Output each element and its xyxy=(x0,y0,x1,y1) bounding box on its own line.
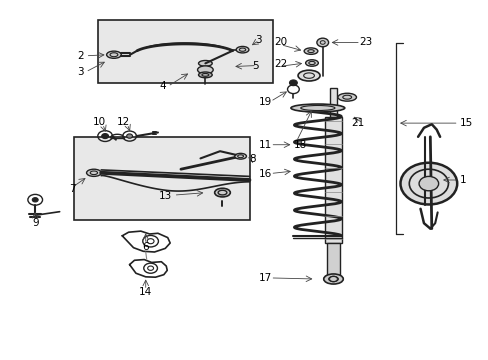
Ellipse shape xyxy=(337,93,356,101)
Ellipse shape xyxy=(290,104,344,112)
Ellipse shape xyxy=(304,48,317,54)
Text: 20: 20 xyxy=(274,37,286,48)
Text: 5: 5 xyxy=(252,60,259,71)
Text: 16: 16 xyxy=(258,168,271,179)
Text: 10: 10 xyxy=(93,117,105,127)
Circle shape xyxy=(289,80,297,86)
Text: 11: 11 xyxy=(258,140,271,150)
Text: 19: 19 xyxy=(258,96,271,107)
Text: 13: 13 xyxy=(159,191,172,201)
Ellipse shape xyxy=(323,274,343,284)
Ellipse shape xyxy=(197,66,213,74)
Text: 9: 9 xyxy=(32,218,39,228)
Bar xyxy=(329,88,337,117)
Text: 21: 21 xyxy=(350,118,364,128)
Text: 12: 12 xyxy=(116,117,130,127)
Text: 2: 2 xyxy=(77,51,84,61)
Text: 18: 18 xyxy=(293,140,306,150)
Text: 3: 3 xyxy=(77,67,84,77)
Text: 1: 1 xyxy=(459,175,466,185)
Ellipse shape xyxy=(297,70,319,81)
Circle shape xyxy=(102,134,108,139)
Text: 3: 3 xyxy=(254,35,261,45)
Ellipse shape xyxy=(305,60,318,66)
Text: 4: 4 xyxy=(159,81,166,91)
Ellipse shape xyxy=(236,46,248,53)
Text: 7: 7 xyxy=(69,184,76,194)
Circle shape xyxy=(126,134,132,138)
Text: 6: 6 xyxy=(142,242,149,252)
Text: 23: 23 xyxy=(359,37,372,48)
Ellipse shape xyxy=(234,153,246,159)
Bar xyxy=(74,137,250,220)
Text: 15: 15 xyxy=(459,118,472,128)
Bar xyxy=(324,117,342,243)
Text: 22: 22 xyxy=(273,59,287,69)
Circle shape xyxy=(316,38,328,47)
Ellipse shape xyxy=(106,51,121,58)
Circle shape xyxy=(418,176,438,191)
Ellipse shape xyxy=(86,169,101,176)
Bar xyxy=(326,243,339,275)
Text: 17: 17 xyxy=(258,273,271,283)
Ellipse shape xyxy=(198,60,212,66)
Text: 8: 8 xyxy=(249,154,256,164)
Ellipse shape xyxy=(214,188,230,197)
Circle shape xyxy=(400,163,456,204)
Ellipse shape xyxy=(198,72,212,78)
Text: 14: 14 xyxy=(139,287,152,297)
Bar xyxy=(98,20,272,83)
Circle shape xyxy=(32,198,38,202)
